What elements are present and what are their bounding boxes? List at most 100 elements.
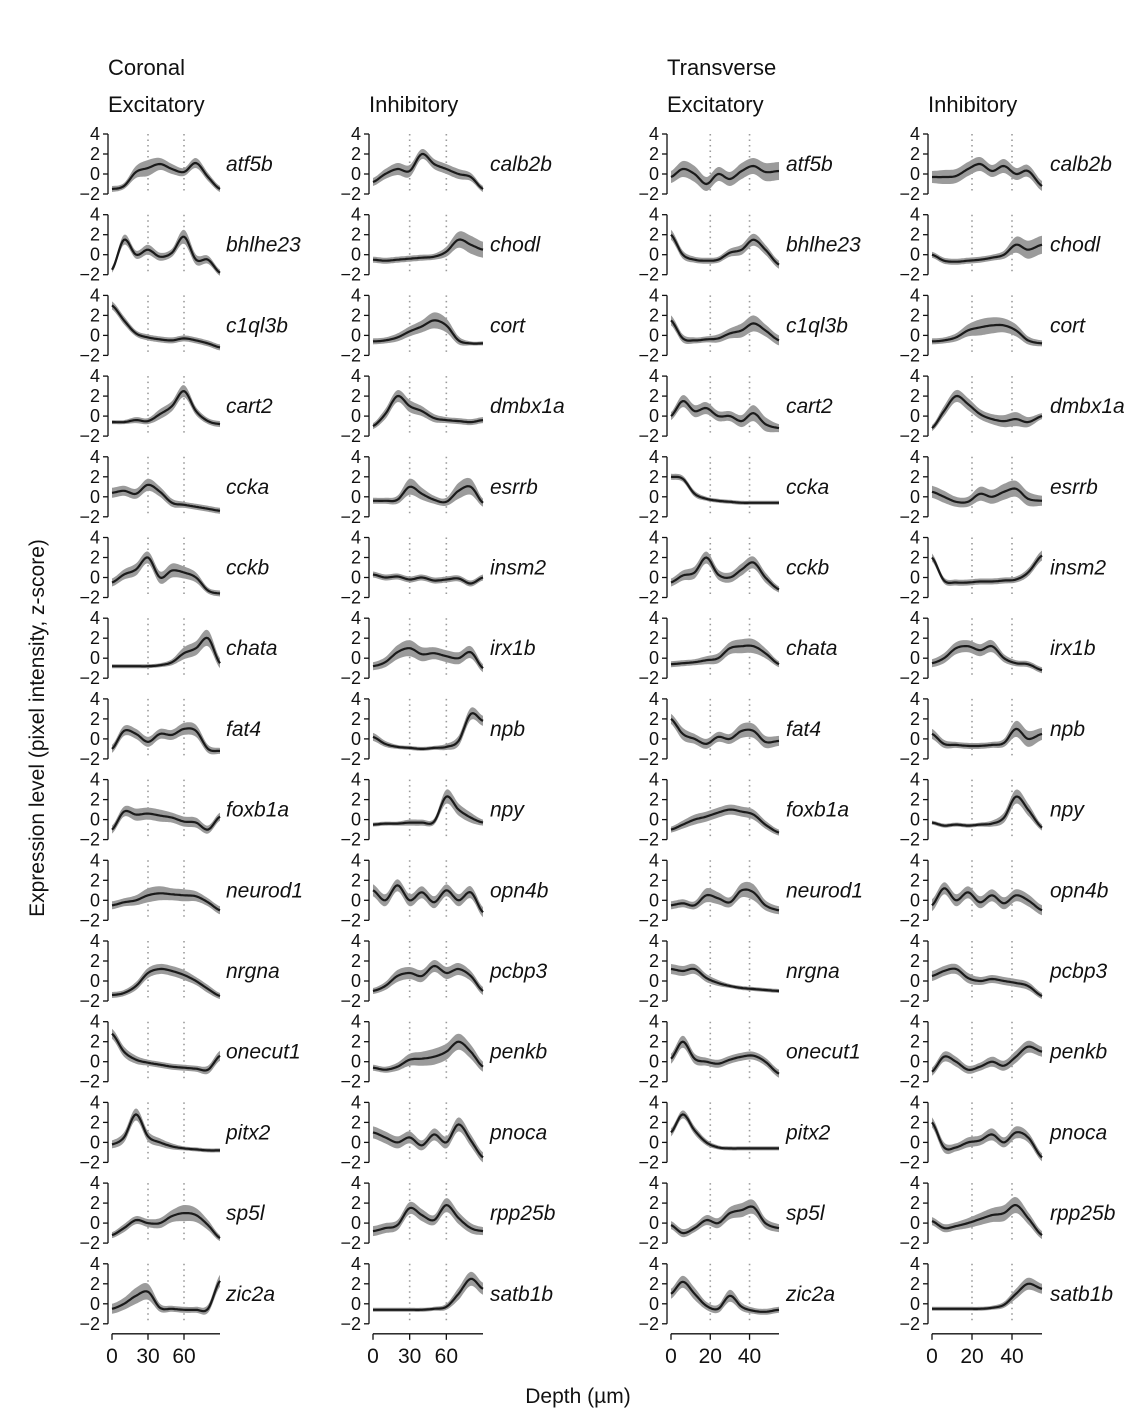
y-tick-label: 4 — [90, 608, 100, 628]
y-tick-label: 2 — [649, 548, 659, 568]
y-tick-label: 0 — [649, 1132, 659, 1152]
y-tick-label: 2 — [351, 870, 361, 890]
y-tick-label: 0 — [90, 568, 100, 588]
error-band — [373, 149, 483, 192]
gene-label: pitx2 — [225, 1121, 271, 1144]
gene-label: nrgna — [226, 960, 280, 983]
y-tick-label: 4 — [90, 285, 100, 305]
y-tick-label: 0 — [351, 568, 361, 588]
error-band — [112, 1205, 220, 1242]
error-band — [112, 805, 220, 834]
gene-label: foxb1a — [226, 799, 289, 822]
gene-row-npy: 420−2 npy — [340, 770, 525, 850]
x-tick-label: 60 — [435, 1345, 458, 1368]
y-tick-label: 2 — [910, 144, 920, 164]
gene-row-cort: 420−2 cort — [340, 285, 526, 365]
gene-row-dmbx1a: 420−2 dmbx1a — [899, 366, 1124, 446]
mean-line — [372, 238, 484, 262]
gene-label: zic2a — [785, 1283, 835, 1306]
x-tick-label: 20 — [960, 1345, 983, 1368]
y-tick-label: −2 — [899, 184, 920, 204]
y-tick-label: 0 — [90, 971, 100, 991]
gene-row-foxb1a: 420−2 foxb1a — [638, 770, 849, 850]
gene-label: ccka — [786, 476, 829, 499]
y-tick-label: 2 — [649, 467, 659, 487]
mean-line — [111, 235, 221, 274]
y-tick-label: 0 — [90, 729, 100, 749]
mean-line — [931, 887, 1043, 912]
mean-line — [372, 1123, 484, 1159]
y-tick-label: 2 — [910, 305, 920, 325]
y-tick-label: 0 — [90, 810, 100, 830]
y-tick-label: 4 — [90, 124, 100, 144]
y-tick-label: −2 — [899, 991, 920, 1011]
mean-line — [111, 727, 220, 753]
x-tick-label: 0 — [926, 1345, 938, 1368]
gene-label: chata — [786, 637, 837, 660]
y-tick-label: 2 — [649, 790, 659, 810]
mean-line — [670, 1280, 780, 1313]
y-tick-label: 2 — [351, 548, 361, 568]
y-tick-label: 4 — [90, 447, 100, 467]
y-tick-label: 4 — [649, 1012, 659, 1032]
y-tick-label: 4 — [90, 205, 100, 225]
y-tick-label: 2 — [910, 225, 920, 245]
y-tick-label: −2 — [340, 1314, 361, 1334]
y-tick-label: 4 — [649, 124, 659, 144]
error-band — [932, 639, 1042, 674]
mean-line — [670, 888, 780, 912]
y-tick-label: −2 — [638, 184, 659, 204]
mean-line — [372, 1204, 484, 1233]
error-band — [112, 301, 220, 351]
y-tick-label: 4 — [910, 366, 920, 386]
y-tick-label: 4 — [910, 689, 920, 709]
y-tick-label: −2 — [638, 1314, 659, 1334]
y-tick-label: 2 — [351, 628, 361, 648]
gene-row-bhlhe23: 420−2 bhlhe23 — [79, 205, 301, 285]
y-tick-label: 0 — [649, 971, 659, 991]
y-tick-label: 0 — [351, 325, 361, 345]
y-tick-label: 4 — [910, 770, 920, 790]
y-tick-label: −2 — [79, 345, 100, 365]
y-tick-label: −2 — [340, 991, 361, 1011]
y-tick-label: 2 — [351, 144, 361, 164]
gene-row-atf5b: 420−2 atf5b — [79, 124, 273, 204]
y-tick-label: 0 — [90, 487, 100, 507]
gene-row-opn4b: 420−2 opn4b — [899, 850, 1108, 930]
gene-row-sp5l: 420−2 sp5l — [79, 1173, 265, 1253]
mean-line — [111, 304, 221, 349]
gene-label: zic2a — [225, 1283, 275, 1306]
x-tick-label: 40 — [738, 1345, 761, 1368]
gene-label: neurod1 — [786, 879, 863, 902]
gene-label: chodl — [490, 234, 542, 257]
mean-line — [372, 319, 483, 345]
gene-row-esrrb: 420−2 esrrb — [340, 447, 538, 527]
x-tick-label: 40 — [1000, 1345, 1023, 1368]
gene-row-nrgna: 420−2 nrgna — [638, 931, 839, 1011]
cell-type-title: Excitatory — [667, 92, 764, 117]
error-band — [932, 720, 1042, 749]
y-tick-label: 4 — [649, 285, 659, 305]
y-tick-label: 0 — [649, 325, 659, 345]
y-tick-label: 0 — [910, 164, 920, 184]
y-tick-label: −2 — [340, 668, 361, 688]
y-tick-label: 0 — [649, 648, 659, 668]
gene-row-fat4: 420−2 fat4 — [638, 689, 821, 769]
gene-label: chata — [226, 637, 277, 660]
y-tick-label: 0 — [351, 729, 361, 749]
y-tick-label: 0 — [910, 971, 920, 991]
gene-label: insm2 — [1050, 557, 1106, 580]
gene-label: atf5b — [226, 153, 273, 176]
y-tick-label: 2 — [351, 1112, 361, 1132]
y-tick-label: 2 — [351, 467, 361, 487]
mean-line — [372, 964, 484, 993]
error-band — [373, 1033, 483, 1073]
gene-label: ccka — [226, 476, 269, 499]
gene-row-pcbp3: 420−2 pcbp3 — [899, 931, 1107, 1011]
gene-label: calb2b — [1050, 153, 1112, 176]
gene-row-sp5l: 420−2 sp5l — [638, 1173, 825, 1253]
y-tick-label: −2 — [79, 830, 100, 850]
y-tick-label: 4 — [351, 447, 361, 467]
y-tick-label: 4 — [90, 850, 100, 870]
mean-line — [372, 795, 484, 826]
